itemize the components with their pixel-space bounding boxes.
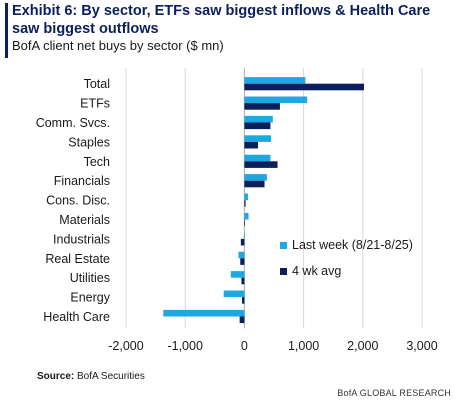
category-label: Cons. Disc. bbox=[46, 194, 110, 208]
chart-subtitle: BofA client net buys by sector ($ mn) bbox=[12, 38, 224, 53]
legend-label: Last week (8/21-8/25) bbox=[292, 238, 413, 252]
category-label: Financials bbox=[54, 174, 110, 188]
bar-last-week bbox=[244, 232, 245, 239]
x-tick-label: 1,000 bbox=[288, 339, 319, 353]
x-tick-label: 2,000 bbox=[347, 339, 378, 353]
bar-4wk-avg bbox=[244, 161, 278, 168]
bar-last-week bbox=[163, 309, 245, 317]
bar-4wk-avg bbox=[244, 180, 265, 188]
brand-footer: BofA GLOBAL RESEARCH bbox=[337, 388, 451, 398]
bar-4wk-avg bbox=[242, 297, 245, 304]
bar-last-week bbox=[238, 251, 245, 259]
category-label: Staples bbox=[68, 135, 110, 149]
source-label: Source: bbox=[37, 371, 75, 382]
legend-swatch bbox=[280, 242, 287, 249]
legend-label: 4 wk avg bbox=[292, 264, 341, 278]
title-block: Exhibit 6: By sector, ETFs saw biggest i… bbox=[0, 0, 467, 62]
category-label: Real Estate bbox=[45, 252, 110, 266]
category-label: Comm. Svcs. bbox=[36, 116, 110, 130]
bar-4wk-avg bbox=[239, 316, 245, 324]
bar-4wk-avg bbox=[240, 238, 245, 246]
bar-4wk-avg bbox=[241, 277, 245, 285]
category-label: Energy bbox=[70, 291, 110, 305]
legend-swatch bbox=[280, 268, 287, 275]
source-text: BofA Securities bbox=[77, 371, 145, 382]
bar-last-week bbox=[244, 193, 248, 201]
bar-last-week bbox=[244, 115, 273, 123]
category-label: Industrials bbox=[53, 232, 110, 246]
bar-4wk-avg bbox=[244, 122, 271, 130]
bar-4wk-avg bbox=[244, 103, 280, 110]
x-tick-label: -2,000 bbox=[108, 339, 143, 353]
sector-bar-chart: Total ETFs Comm. Svcs. Staples Tech Financial… bbox=[36, 68, 438, 353]
category-label: Total bbox=[84, 77, 110, 91]
category-label: Health Care bbox=[43, 310, 110, 324]
bar-last-week bbox=[244, 174, 267, 181]
category-label: Materials bbox=[59, 213, 110, 227]
bar-last-week bbox=[244, 154, 271, 162]
bar-last-week bbox=[230, 271, 245, 278]
bar-4wk-avg bbox=[244, 83, 364, 91]
bar-last-week bbox=[223, 290, 245, 298]
bar-last-week bbox=[244, 96, 308, 104]
bar-4wk-avg bbox=[244, 200, 246, 207]
bar-last-week bbox=[244, 212, 249, 220]
bar-last-week bbox=[244, 135, 272, 142]
bar-4wk-avg bbox=[240, 258, 245, 265]
bar-last-week bbox=[244, 77, 306, 84]
x-tick-label: 0 bbox=[241, 339, 248, 353]
x-tick-label: -1,000 bbox=[167, 339, 202, 353]
title-accent-bar bbox=[5, 3, 8, 58]
x-tick-label: 3,000 bbox=[406, 339, 437, 353]
category-label: Tech bbox=[84, 155, 110, 169]
chart-title: Exhibit 6: By sector, ETFs saw biggest i… bbox=[12, 3, 431, 37]
source-note: Source: BofA Securities bbox=[37, 371, 145, 382]
category-label: Utilities bbox=[70, 271, 110, 285]
bar-4wk-avg bbox=[244, 219, 245, 227]
category-label: ETFs bbox=[80, 97, 110, 111]
bar-4wk-avg bbox=[244, 141, 259, 149]
